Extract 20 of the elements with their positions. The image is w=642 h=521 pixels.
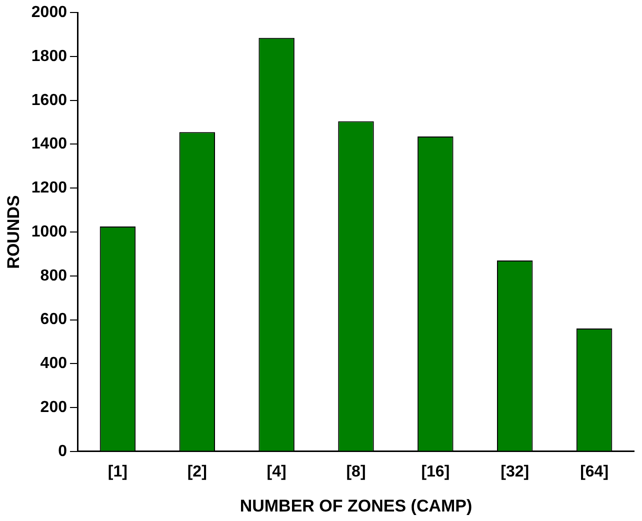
y-tick-label: 1000 <box>31 223 68 240</box>
y-tick-label: 1600 <box>31 92 68 109</box>
x-tick-label: [8] <box>346 463 366 480</box>
y-tick-label: 600 <box>40 311 68 328</box>
x-tick-label: [16] <box>421 463 450 480</box>
x-axis-title: NUMBER OF ZONES (CAMP) <box>240 496 472 516</box>
x-tick-label: [64] <box>580 463 609 480</box>
y-tick-label: 200 <box>40 398 68 416</box>
y-tick-label: 1400 <box>31 136 68 153</box>
x-tick-label: [1] <box>108 463 128 480</box>
y-tick-label: 400 <box>40 355 68 372</box>
y-tick-label: 800 <box>40 267 68 284</box>
y-axis-title: ROUNDS <box>4 195 23 269</box>
x-tick-label: [4] <box>266 463 286 480</box>
x-tick-label: [2] <box>187 463 207 480</box>
y-tick-label: 0 <box>58 442 68 460</box>
x-tick-label: [32] <box>500 463 530 480</box>
y-tick-label: 2000 <box>31 4 68 22</box>
y-tick-label: 1800 <box>31 48 68 65</box>
y-tick-label: 1200 <box>31 180 68 197</box>
